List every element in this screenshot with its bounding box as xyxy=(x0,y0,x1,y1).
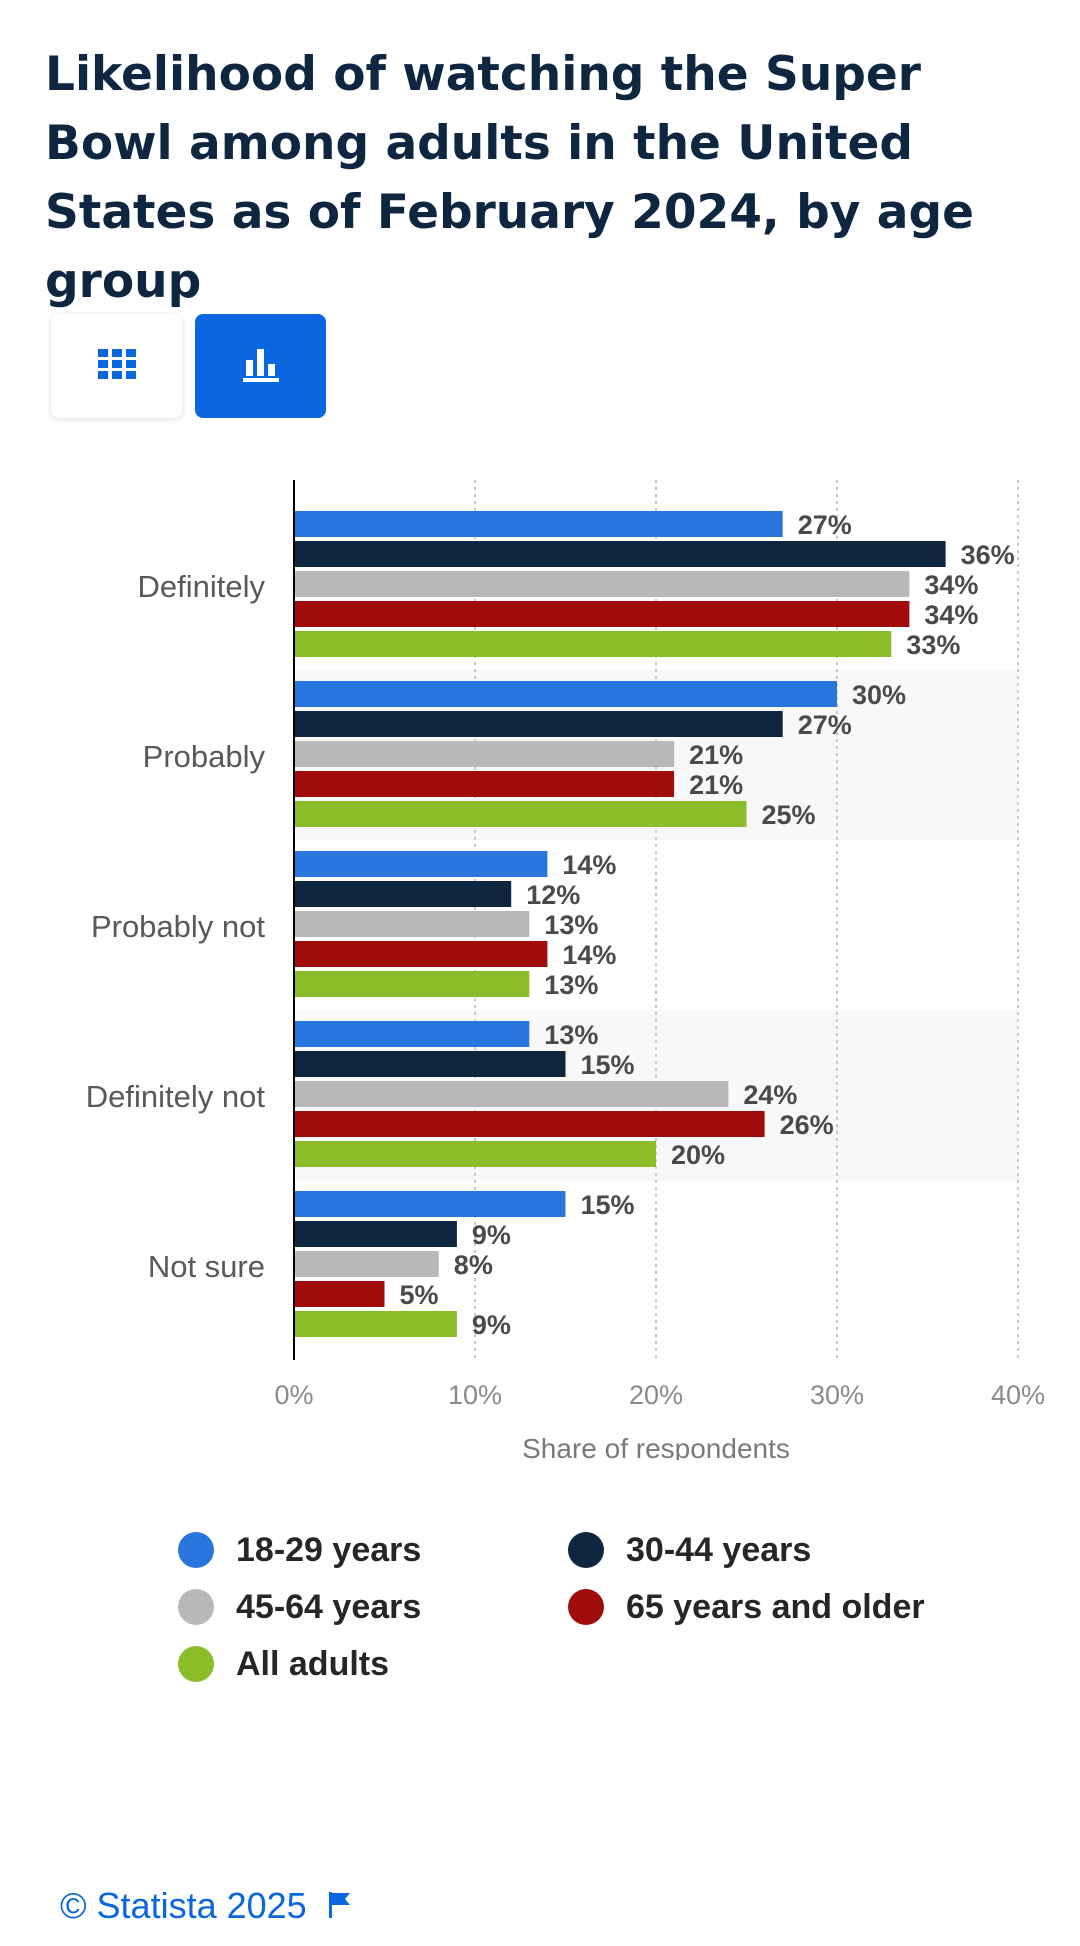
category-label: Not sure xyxy=(148,1249,265,1284)
legend-item[interactable]: 18-29 years xyxy=(178,1530,568,1569)
data-label: 15% xyxy=(581,1190,635,1220)
data-label: 24% xyxy=(743,1080,797,1110)
category-label: Definitely not xyxy=(86,1079,266,1114)
legend-swatch-18-29 xyxy=(178,1532,214,1568)
legend-label: All adults xyxy=(236,1644,390,1683)
data-label: 8% xyxy=(454,1250,493,1280)
bar xyxy=(294,771,675,797)
legend-label: 65 years and older xyxy=(626,1587,925,1626)
bar xyxy=(294,1111,765,1137)
legend-item[interactable]: 30-44 years xyxy=(568,1530,968,1569)
data-label: 9% xyxy=(472,1310,511,1340)
data-label: 27% xyxy=(798,510,852,540)
statista-footer[interactable]: © Statista 2025 xyxy=(60,1885,351,1927)
x-tick-label: 0% xyxy=(274,1380,313,1410)
data-label: 5% xyxy=(400,1280,439,1310)
data-label: 14% xyxy=(562,940,616,970)
bar xyxy=(294,631,892,657)
chart-legend: 18-29 years 30-44 years 45-64 years 65 y… xyxy=(178,1530,978,1683)
data-label: 20% xyxy=(671,1140,725,1170)
bar xyxy=(294,1221,457,1247)
bar xyxy=(294,541,946,567)
legend-item[interactable]: All adults xyxy=(178,1644,568,1683)
bar xyxy=(294,741,675,767)
x-axis-title: Share of respondents xyxy=(522,1433,790,1460)
data-label: 13% xyxy=(544,970,598,1000)
category-label: Probably not xyxy=(91,909,265,944)
legend-item[interactable]: 45-64 years xyxy=(178,1587,568,1626)
legend-swatch-65-plus xyxy=(568,1589,604,1625)
data-label: 15% xyxy=(581,1050,635,1080)
data-label: 21% xyxy=(689,740,743,770)
data-label: 26% xyxy=(780,1110,834,1140)
legend-swatch-30-44 xyxy=(568,1532,604,1568)
data-label: 34% xyxy=(924,570,978,600)
category-label: Probably xyxy=(143,739,266,774)
bar xyxy=(294,681,837,707)
legend-label: 18-29 years xyxy=(236,1530,422,1569)
bar-chart: Definitely27%36%34%34%33%Probably30%27%2… xyxy=(86,480,1045,1460)
data-label: 27% xyxy=(798,710,852,740)
data-label: 13% xyxy=(544,910,598,940)
bar xyxy=(294,851,548,877)
data-label: 13% xyxy=(544,1020,598,1050)
bar xyxy=(294,1021,530,1047)
category-label: Definitely xyxy=(138,569,266,604)
legend-label: 30-44 years xyxy=(626,1530,812,1569)
x-tick-label: 30% xyxy=(810,1380,864,1410)
data-label: 36% xyxy=(961,540,1015,570)
chart-view-button[interactable] xyxy=(195,314,326,418)
data-label: 14% xyxy=(562,850,616,880)
x-tick-label: 20% xyxy=(629,1380,683,1410)
bar xyxy=(294,511,783,537)
bar xyxy=(294,911,530,937)
legend-swatch-45-64 xyxy=(178,1589,214,1625)
bar xyxy=(294,601,910,627)
bar xyxy=(294,1191,566,1217)
chart-title: Likelihood of watching the Super Bowl am… xyxy=(45,47,975,309)
bar xyxy=(294,971,530,997)
legend-label: 45-64 years xyxy=(236,1587,422,1626)
bar xyxy=(294,1311,457,1337)
data-label: 34% xyxy=(924,600,978,630)
table-view-button[interactable] xyxy=(51,314,182,418)
bar xyxy=(294,1281,385,1307)
data-label: 33% xyxy=(906,630,960,660)
data-label: 30% xyxy=(852,680,906,710)
bar xyxy=(294,1141,656,1167)
data-label: 25% xyxy=(762,800,816,830)
grid-icon xyxy=(97,348,136,384)
copyright-text: © Statista 2025 xyxy=(60,1885,307,1926)
legend-item[interactable]: 65 years and older xyxy=(568,1587,968,1626)
flag-icon[interactable] xyxy=(328,1885,351,1927)
data-label: 21% xyxy=(689,770,743,800)
data-label: 9% xyxy=(472,1220,511,1250)
data-label: 12% xyxy=(526,880,580,910)
bar-chart-icon xyxy=(242,346,279,387)
bar xyxy=(294,1081,729,1107)
bar xyxy=(294,801,747,827)
bar xyxy=(294,711,783,737)
legend-swatch-all-adults xyxy=(178,1646,214,1682)
bar xyxy=(294,881,512,907)
bar xyxy=(294,1051,566,1077)
bar xyxy=(294,1251,439,1277)
bar xyxy=(294,571,910,597)
x-tick-label: 40% xyxy=(991,1380,1045,1410)
x-tick-label: 10% xyxy=(448,1380,502,1410)
bar xyxy=(294,941,548,967)
